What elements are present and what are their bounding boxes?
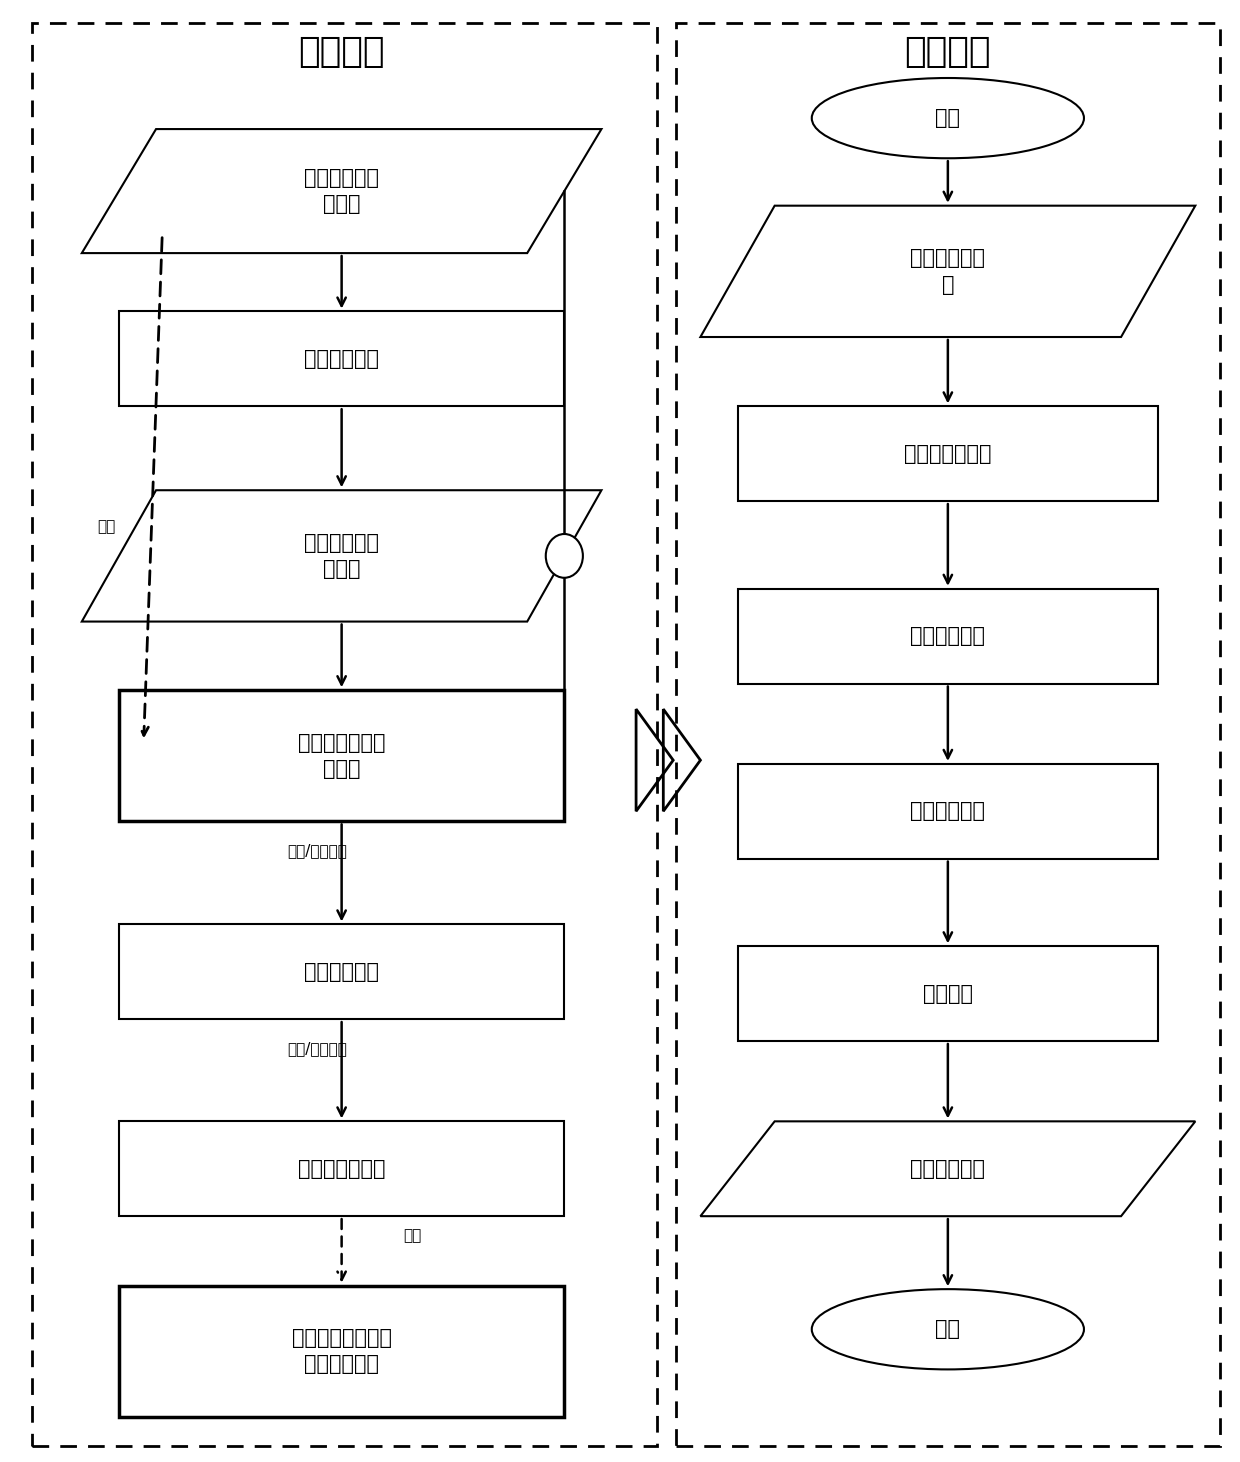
FancyBboxPatch shape	[738, 589, 1158, 684]
FancyBboxPatch shape	[738, 406, 1158, 501]
FancyBboxPatch shape	[738, 946, 1158, 1041]
FancyBboxPatch shape	[119, 311, 564, 406]
Text: 数据检测辨识: 数据检测辨识	[910, 801, 986, 822]
Polygon shape	[82, 490, 601, 621]
Text: 故障特征提取: 故障特征提取	[910, 626, 986, 646]
Text: 故障决策: 故障决策	[923, 984, 973, 1003]
Text: 基于支持向量机的
故障检测模型: 基于支持向量机的 故障检测模型	[291, 1327, 392, 1374]
Text: 结束: 结束	[935, 1319, 960, 1339]
Text: 获得: 获得	[403, 1228, 422, 1244]
Polygon shape	[82, 129, 601, 253]
Polygon shape	[701, 1121, 1195, 1216]
FancyBboxPatch shape	[119, 924, 564, 1019]
Text: 卫星敏感器健
康数据: 卫星敏感器健 康数据	[304, 168, 379, 215]
Text: 支持向量机训练: 支持向量机训练	[298, 1159, 386, 1178]
FancyBboxPatch shape	[676, 23, 1220, 1446]
Text: 正常/故障特征: 正常/故障特征	[286, 1041, 347, 1056]
Text: 故障特征提取: 故障特征提取	[304, 962, 379, 982]
Text: 开始: 开始	[935, 108, 960, 129]
Text: 获得: 获得	[98, 519, 115, 534]
Text: 检测定位结果: 检测定位结果	[910, 1159, 986, 1178]
Ellipse shape	[812, 77, 1084, 158]
FancyBboxPatch shape	[738, 763, 1158, 858]
Polygon shape	[701, 206, 1195, 338]
Text: 基于自编码器的
观测器: 基于自编码器的 观测器	[298, 732, 386, 779]
FancyBboxPatch shape	[119, 690, 564, 822]
Text: 训练阶段: 训练阶段	[299, 35, 384, 70]
Ellipse shape	[812, 1289, 1084, 1370]
Text: 正常/故障残差: 正常/故障残差	[286, 844, 347, 858]
Text: 自编码器训练: 自编码器训练	[304, 349, 379, 368]
Text: 航天器数据采
集: 航天器数据采 集	[910, 249, 986, 294]
FancyBboxPatch shape	[119, 1285, 564, 1417]
FancyBboxPatch shape	[32, 23, 657, 1446]
FancyBboxPatch shape	[119, 1121, 564, 1216]
Text: 观测器残差生成: 观测器残差生成	[904, 444, 992, 463]
Text: 卫星敏感器故
障数据: 卫星敏感器故 障数据	[304, 532, 379, 579]
Text: 应用阶段: 应用阶段	[905, 35, 991, 70]
Circle shape	[546, 534, 583, 577]
